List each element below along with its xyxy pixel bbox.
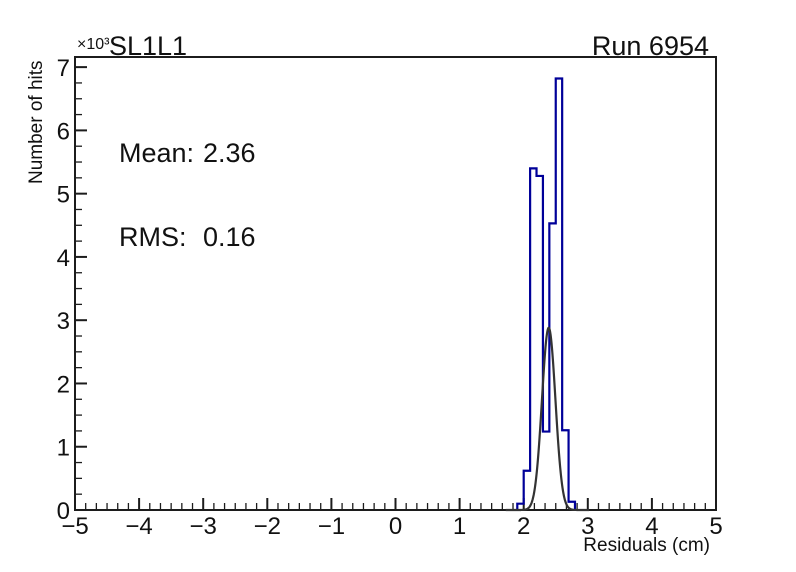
run-number-label: Run 6954: [591, 31, 709, 61]
x-tick-label: 1: [453, 513, 466, 540]
x-tick-label: 2: [517, 513, 530, 540]
histogram-title: SL1L1: [109, 31, 188, 61]
y-tick-label: 1: [57, 435, 70, 462]
y-tick-label: 2: [57, 371, 70, 398]
x-tick-label: −5: [61, 513, 88, 540]
rms-label: RMS:: [119, 222, 187, 252]
stats-box: Mean: 2.36 RMS: 0.16: [119, 83, 256, 307]
x-tick-label: 0: [389, 513, 402, 540]
mean-value: 2.36: [203, 138, 256, 168]
y-tick-label: 6: [57, 118, 70, 145]
gaussian-fit-curve: [504, 326, 590, 512]
mean-label: Mean:: [119, 138, 195, 168]
x-axis-title: Residuals (cm): [583, 535, 710, 556]
y-tick-label: 0: [57, 498, 70, 525]
y-axis-multiplier: ×10³: [77, 36, 110, 53]
x-tick-label: 5: [709, 513, 722, 540]
y-tick-label: 5: [57, 182, 70, 209]
y-tick-label: 7: [57, 55, 70, 82]
y-axis-title: Number of hits: [26, 60, 47, 184]
rms-row: RMS: 0.16: [119, 223, 256, 251]
histogram-outline: [516, 77, 577, 510]
x-tick-label: −2: [254, 513, 281, 540]
x-tick-label: −1: [318, 513, 345, 540]
x-tick-label: 3: [581, 513, 594, 540]
y-tick-label: 4: [57, 245, 70, 272]
rms-value: 0.16: [203, 222, 256, 252]
mean-row: Mean: 2.36: [119, 139, 256, 167]
x-tick-label: −3: [190, 513, 217, 540]
y-tick-label: 3: [57, 308, 70, 335]
x-tick-label: −4: [125, 513, 152, 540]
x-tick-label: 4: [645, 513, 658, 540]
